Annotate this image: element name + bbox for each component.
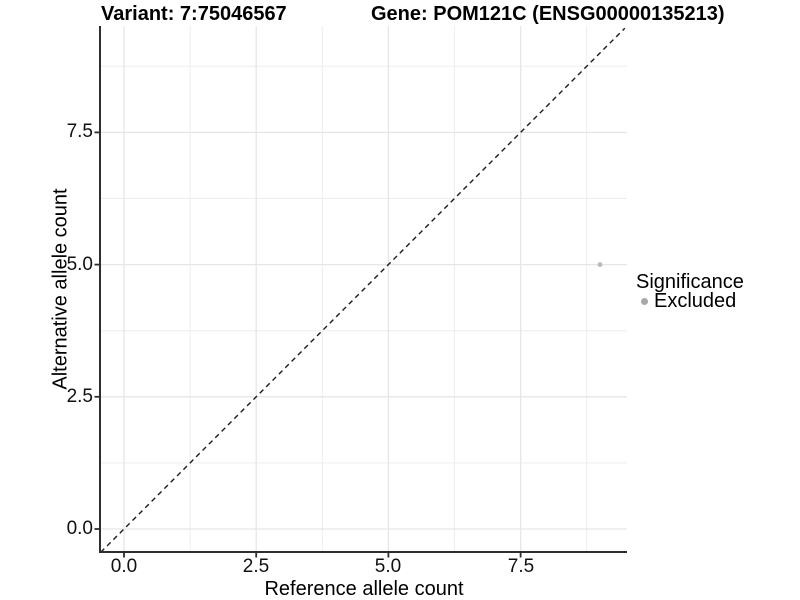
axis-lines <box>99 26 627 553</box>
gene-title: Gene: POM121C (ENSG00000135213) <box>371 3 725 25</box>
y-tick-label-0-0: 0.0 <box>66 518 93 539</box>
y-tick-label-2-5: 2.5 <box>66 386 93 407</box>
grid-major-lines <box>100 26 627 552</box>
data-point-excluded <box>597 262 603 267</box>
x-tick-label-2-5: 2.5 <box>242 556 270 577</box>
x-tick-label-7-5: 7.5 <box>507 556 535 577</box>
x-tick-label-0-0: 0.0 <box>110 556 138 577</box>
y-tick-label-5-0: 5.0 <box>66 254 93 275</box>
legend-title: Significance <box>636 271 744 293</box>
identity-dashed-line <box>100 27 626 553</box>
axis-tick-marks <box>94 131 522 558</box>
x-axis-title: Reference allele count <box>264 578 464 600</box>
variant-title: Variant: 7:75046567 <box>101 3 287 25</box>
grid-minor-lines <box>100 26 627 552</box>
legend-item-excluded: Excluded <box>641 290 736 312</box>
y-tick-label-7-5: 7.5 <box>66 121 93 142</box>
y-axis-title: Alternative allele count <box>49 188 72 390</box>
x-tick-label-5-0: 5.0 <box>374 556 402 577</box>
legend-item-label: Excluded <box>654 290 737 312</box>
legend-dot-icon <box>641 297 648 305</box>
